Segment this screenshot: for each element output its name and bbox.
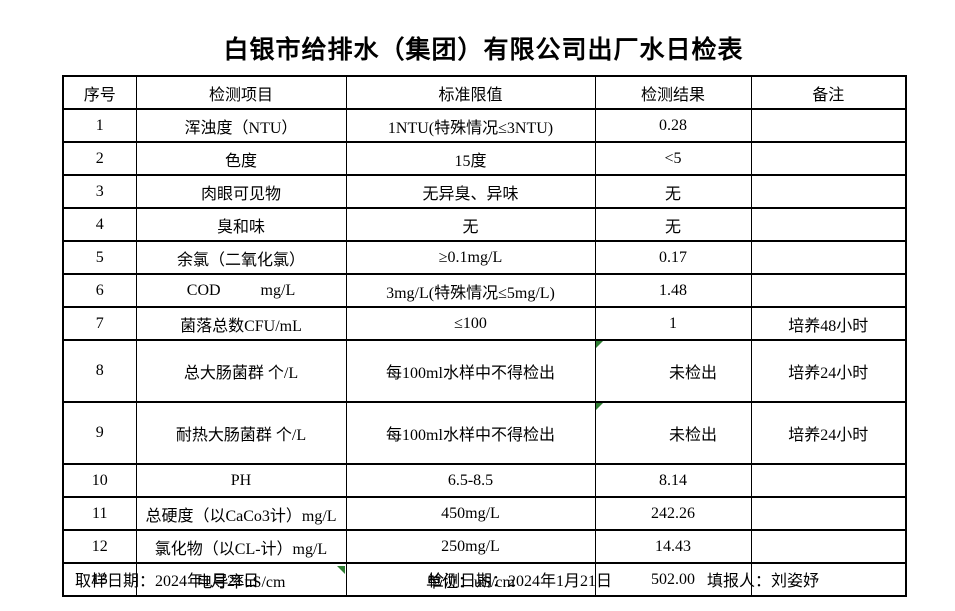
cell-result: 0.17 bbox=[594, 240, 752, 275]
cell-limit: 250mg/L bbox=[345, 529, 596, 564]
cell-result: 8.14 bbox=[594, 463, 752, 498]
cell-note bbox=[750, 207, 907, 242]
table-row: 5 余氯（二氧化氯） ≥0.1mg/L 0.17 bbox=[62, 240, 907, 275]
excel-error-indicator-icon bbox=[596, 404, 603, 410]
page-title: 白银市给排水（集团）有限公司出厂水日检表 bbox=[223, 37, 744, 64]
sampling-date-label: 取样日期：2024年1月21日 bbox=[75, 573, 260, 590]
cell-result: 1 bbox=[594, 306, 752, 341]
cell-result: 无 bbox=[594, 207, 752, 242]
table-row: 3 肉眼可见物 无异臭、异味 无 bbox=[62, 174, 907, 209]
cell-limit: ≥0.1mg/L bbox=[345, 240, 596, 275]
table-row: 7 菌落总数CFU/mL ≤100 1 培养48小时 bbox=[62, 306, 907, 341]
table-row: 13 电导率uS/cm 单位：uS/cm 502.00 bbox=[62, 562, 907, 597]
cell-result: 14.43 bbox=[594, 529, 752, 564]
cell-item: 总硬度（以CaCo3计）mg/L bbox=[135, 496, 347, 531]
cell-item: PH bbox=[135, 463, 347, 498]
cell-note: 培养48小时 bbox=[750, 306, 907, 341]
table-row: 8 总大肠菌群 个/L 每100ml水样中不得检出 未检出 培养24小时 bbox=[62, 339, 907, 403]
cell-no: 5 bbox=[62, 240, 137, 275]
cell-item: 耐热大肠菌群 个/L bbox=[135, 401, 347, 465]
cell-no: 3 bbox=[62, 174, 137, 209]
cell-item: 总大肠菌群 个/L bbox=[135, 339, 347, 403]
table-row: 9 耐热大肠菌群 个/L 每100ml水样中不得检出 未检出 培养24小时 bbox=[62, 401, 907, 465]
inspection-table: 序号 检测项目 标准限值 检测结果 备注 1 浑浊度（NTU） 1NTU(特殊情… bbox=[62, 75, 907, 597]
table-row: 11 总硬度（以CaCo3计）mg/L 450mg/L 242.26 bbox=[62, 496, 907, 531]
cell-no: 12 bbox=[62, 529, 137, 564]
cell-item: 臭和味 bbox=[135, 207, 347, 242]
cell-no: 8 bbox=[62, 339, 137, 403]
table-row: 1 浑浊度（NTU） 1NTU(特殊情况≤3NTU) 0.28 bbox=[62, 108, 907, 143]
cell-result-text: 未检出 bbox=[668, 365, 717, 382]
cell-item: 浑浊度（NTU） bbox=[135, 108, 347, 143]
cell-limit: 6.5-8.5 bbox=[345, 463, 596, 498]
col-header-item: 检测项目 bbox=[135, 75, 347, 110]
cell-result: 242.26 bbox=[594, 496, 752, 531]
excel-fill-handle-icon bbox=[337, 566, 345, 574]
cell-item: 肉眼可见物 bbox=[135, 174, 347, 209]
cell-no: 7 bbox=[62, 306, 137, 341]
col-header-note: 备注 bbox=[750, 75, 907, 110]
col-header-no: 序号 bbox=[62, 75, 137, 110]
cell-note bbox=[750, 273, 907, 308]
cell-no: 10 bbox=[62, 463, 137, 498]
cell-limit: 无异臭、异味 bbox=[345, 174, 596, 209]
cell-no: 13 bbox=[62, 562, 137, 597]
cell-note bbox=[750, 562, 907, 597]
cell-item: 氯化物（以CL-计）mg/L bbox=[135, 529, 347, 564]
cell-note bbox=[750, 174, 907, 209]
cell-no: 1 bbox=[62, 108, 137, 143]
table-row: 6 COD mg/L 3mg/L(特殊情况≤5mg/L) 1.48 bbox=[62, 273, 907, 308]
col-header-result: 检测结果 bbox=[594, 75, 752, 110]
cell-limit: ≤100 bbox=[345, 306, 596, 341]
cell-limit: 3mg/L(特殊情况≤5mg/L) bbox=[345, 273, 596, 308]
cell-note bbox=[750, 108, 907, 143]
cell-item: COD mg/L bbox=[135, 273, 347, 308]
cell-result: 未检出 bbox=[594, 339, 752, 403]
table-row: 10 PH 6.5-8.5 8.14 bbox=[62, 463, 907, 498]
cell-limit: 每100ml水样中不得检出 bbox=[345, 339, 596, 403]
cell-no: 4 bbox=[62, 207, 137, 242]
cell-no: 6 bbox=[62, 273, 137, 308]
cell-result: 未检出 bbox=[594, 401, 752, 465]
cell-result: 0.28 bbox=[594, 108, 752, 143]
cell-result: 无 bbox=[594, 174, 752, 209]
cell-item: 电导率uS/cm bbox=[135, 562, 347, 597]
table-row: 2 色度 15度 <5 bbox=[62, 141, 907, 176]
cell-limit: 450mg/L bbox=[345, 496, 596, 531]
cell-limit: 无 bbox=[345, 207, 596, 242]
cell-note bbox=[750, 529, 907, 564]
cell-note: 培养24小时 bbox=[750, 401, 907, 465]
reporter-label: 填报人：刘姿妤 bbox=[707, 573, 820, 590]
cell-result-text: 未检出 bbox=[668, 427, 717, 444]
table-row: 12 氯化物（以CL-计）mg/L 250mg/L 14.43 bbox=[62, 529, 907, 564]
cell-result: 1.48 bbox=[594, 273, 752, 308]
cell-note bbox=[750, 463, 907, 498]
cell-item: 余氯（二氧化氯） bbox=[135, 240, 347, 275]
test-date-label: 检测日期：2024年1月21日 bbox=[428, 573, 613, 590]
cell-no: 2 bbox=[62, 141, 137, 176]
cell-limit: 1NTU(特殊情况≤3NTU) bbox=[345, 108, 596, 143]
cell-item: 色度 bbox=[135, 141, 347, 176]
cell-note bbox=[750, 496, 907, 531]
excel-error-indicator-icon bbox=[596, 342, 603, 348]
cell-limit: 每100ml水样中不得检出 bbox=[345, 401, 596, 465]
cell-no: 11 bbox=[62, 496, 137, 531]
cell-note bbox=[750, 240, 907, 275]
col-header-limit: 标准限值 bbox=[345, 75, 596, 110]
cell-no: 9 bbox=[62, 401, 137, 465]
header-row: 序号 检测项目 标准限值 检测结果 备注 bbox=[62, 75, 907, 110]
cell-result: 502.00 bbox=[594, 562, 752, 597]
cell-note: 培养24小时 bbox=[750, 339, 907, 403]
cell-note bbox=[750, 141, 907, 176]
cell-item: 菌落总数CFU/mL bbox=[135, 306, 347, 341]
table-row: 4 臭和味 无 无 bbox=[62, 207, 907, 242]
cell-limit: 15度 bbox=[345, 141, 596, 176]
cell-result: <5 bbox=[594, 141, 752, 176]
